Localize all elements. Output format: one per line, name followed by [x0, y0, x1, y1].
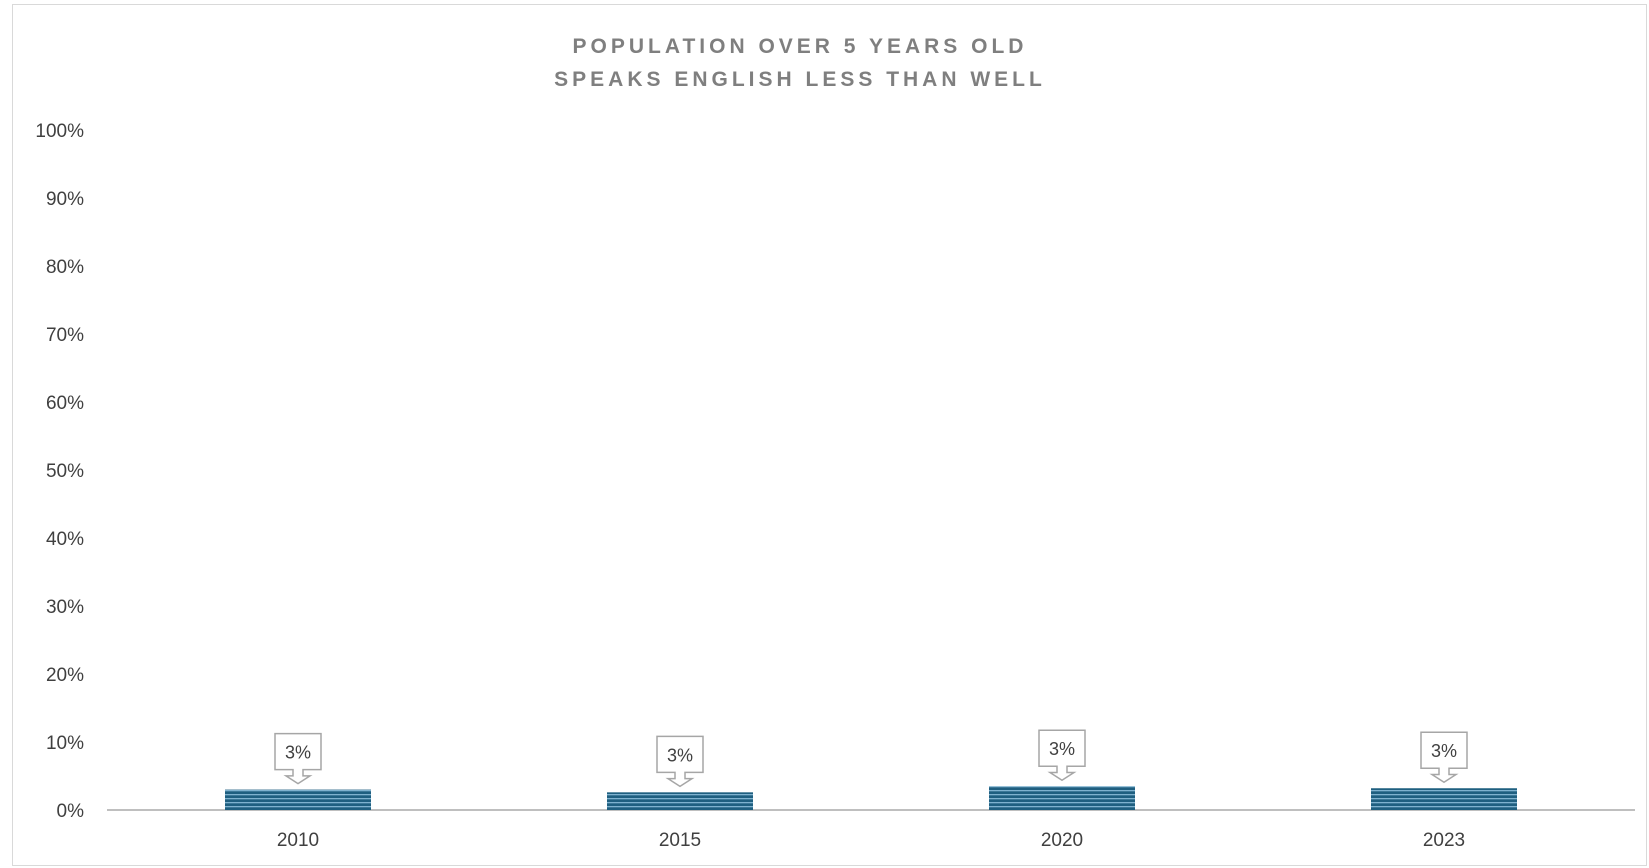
data-label-callout: [274, 732, 322, 785]
x-tick-label: 2023: [1423, 830, 1465, 851]
chart-title-line-2: SPEAKS ENGLISH LESS THAN WELL: [554, 68, 1046, 91]
y-tick-label: 70%: [46, 325, 84, 346]
data-label: 3%: [1049, 739, 1075, 759]
bar-2015: [607, 792, 753, 810]
bars-group: [225, 786, 1517, 810]
y-tick-label: 10%: [46, 733, 84, 754]
data-label-callout: [1038, 729, 1086, 782]
data-label: 3%: [1431, 741, 1457, 761]
x-axis: 2010 2015 2020 2023: [277, 830, 1465, 851]
x-tick-label: 2020: [1041, 830, 1083, 851]
data-labels-group: 3% 3% 3% 3%: [274, 729, 1468, 788]
y-tick-label: 30%: [46, 597, 84, 618]
y-tick-label: 40%: [46, 529, 84, 550]
x-tick-label: 2015: [659, 830, 701, 851]
y-tick-label: 20%: [46, 665, 84, 686]
y-axis: 0% 10% 20% 30% 40% 50% 60% 70% 80% 90% 100%: [35, 121, 1635, 822]
x-tick-label: 2010: [277, 830, 319, 851]
data-label-callout: [656, 735, 704, 788]
bar-2023: [1371, 788, 1517, 810]
data-label: 3%: [285, 743, 311, 763]
chart-title-line-1: POPULATION OVER 5 YEARS OLD: [572, 35, 1028, 58]
bar-2010: [225, 789, 371, 810]
y-tick-label: 100%: [35, 121, 84, 142]
chart-title: POPULATION OVER 5 YEARS OLD SPEAKS ENGLI…: [0, 30, 1600, 96]
chart-frame: [12, 4, 1647, 866]
data-label-callout: [1420, 731, 1468, 784]
bar-2020: [989, 786, 1135, 810]
y-tick-label: 90%: [46, 189, 84, 210]
y-tick-label: 50%: [46, 461, 84, 482]
data-label: 3%: [667, 745, 693, 765]
y-tick-label: 0%: [57, 801, 85, 822]
y-tick-label: 60%: [46, 393, 84, 414]
y-tick-label: 80%: [46, 257, 84, 278]
